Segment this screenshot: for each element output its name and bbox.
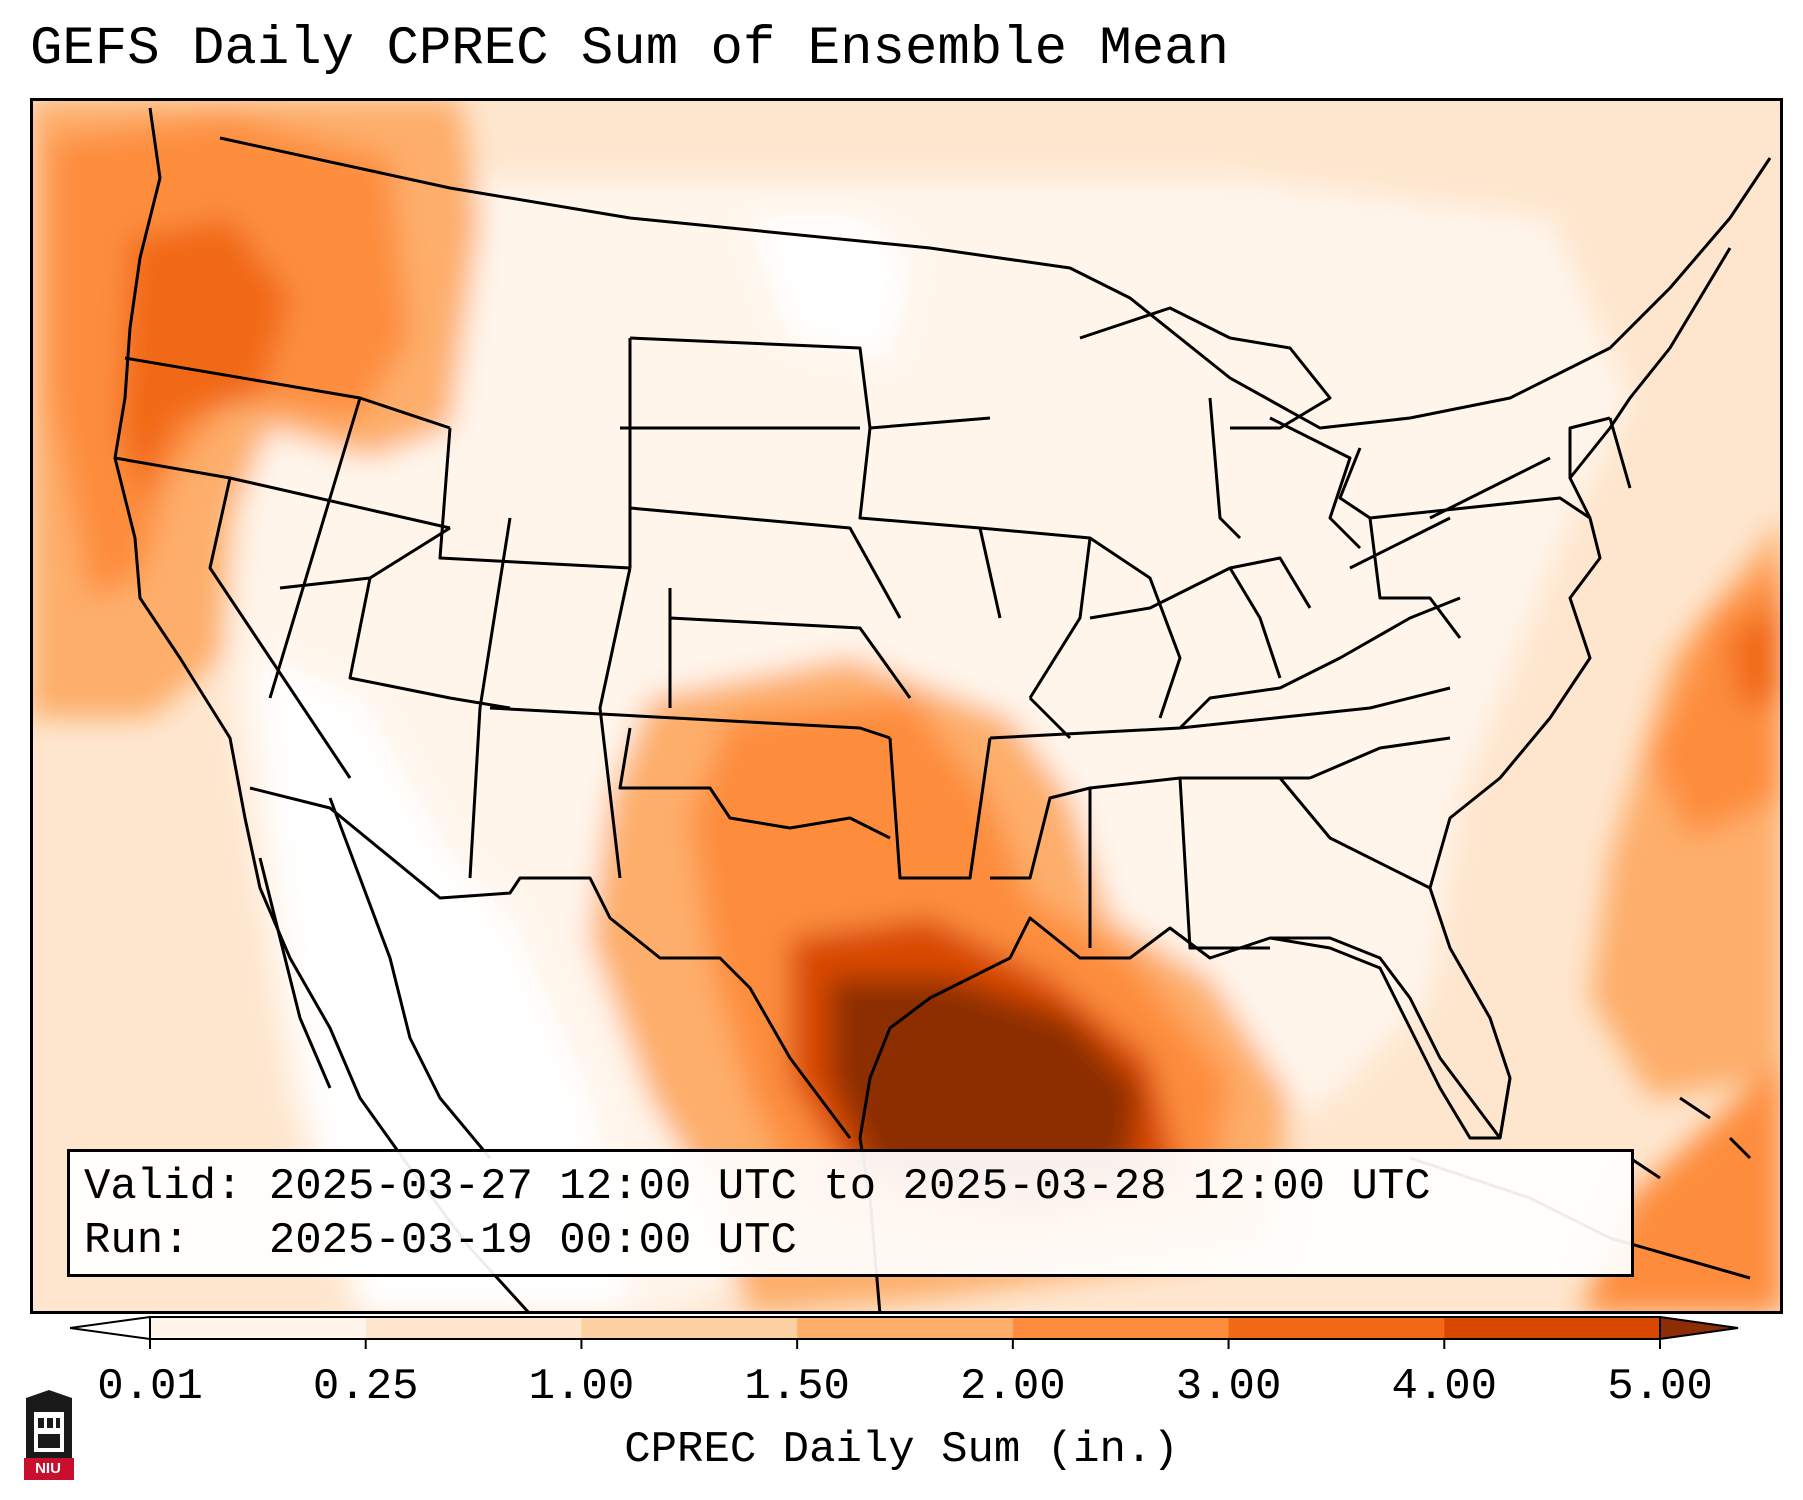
canada-border — [219, 136, 1772, 430]
colorbar-segment — [1012, 1317, 1230, 1339]
coastline-mexico — [258, 797, 492, 1159]
run-label: Run: — [84, 1216, 190, 1266]
valid-label: Valid: — [84, 1162, 243, 1212]
colorbar-outline — [149, 1316, 1661, 1340]
colorbar-tick-label: 3.00 — [1175, 1362, 1282, 1412]
run-value: 2025-03-19 00:00 UTC — [268, 1216, 797, 1266]
map-frame — [30, 98, 1783, 1314]
colorbar-segment — [1444, 1317, 1661, 1339]
colorbar-tick-label: 2.00 — [960, 1362, 1066, 1412]
colorbar-over-arrow — [1659, 1315, 1739, 1341]
info-box: Valid: 2025-03-27 12:00 UTC to 2025-03-2… — [67, 1149, 1634, 1277]
precip-atlantic-core — [1730, 598, 1783, 708]
colorbar-under-arrow — [70, 1315, 151, 1341]
precip-gulf-max — [830, 978, 1140, 1188]
colorbar-segment — [1228, 1317, 1445, 1339]
colorbar-label: CPREC Daily Sum (in.) — [624, 1425, 1179, 1475]
coastline-gulf — [858, 916, 1502, 1314]
interior-borders — [114, 336, 1632, 950]
precip-pnw-core — [120, 218, 290, 498]
state-borders — [113, 107, 1772, 1314]
map-title: GEFS Daily CPREC Sum of Ensemble Mean — [30, 19, 1229, 80]
colorbar-segment — [150, 1317, 367, 1339]
niu-logo-icon — [24, 1390, 74, 1480]
logo-text: NIU — [35, 1460, 61, 1477]
colorbar-tick-label: 0.01 — [97, 1362, 203, 1412]
great-lakes — [1079, 306, 1551, 570]
coastline-west — [113, 107, 532, 1314]
colorbar-tick-label: 1.50 — [744, 1362, 850, 1412]
valid-value: 2025-03-27 12:00 UTC to 2025-03-28 12:00… — [268, 1162, 1431, 1212]
colorbar-tick-label: 4.00 — [1391, 1362, 1498, 1412]
colorbar-ticks — [149, 1339, 1661, 1349]
colorbar-segments — [70, 1315, 1739, 1341]
colorbar-segment — [581, 1317, 798, 1339]
coastline-east — [1428, 247, 1732, 1139]
colorbar — [70, 1315, 1739, 1349]
colorbar-tick-label: 5.00 — [1607, 1362, 1713, 1412]
mexico-border — [249, 786, 852, 1139]
florida-outline — [1269, 936, 1512, 1140]
dry-area-north-dakota — [750, 218, 910, 358]
precipitation-map — [30, 98, 1783, 1314]
colorbar-segment — [365, 1317, 582, 1339]
colorbar-tick-label: 0.25 — [312, 1362, 419, 1412]
colorbar-tick-label: 1.00 — [528, 1362, 635, 1412]
colorbar-segment — [797, 1317, 1014, 1339]
